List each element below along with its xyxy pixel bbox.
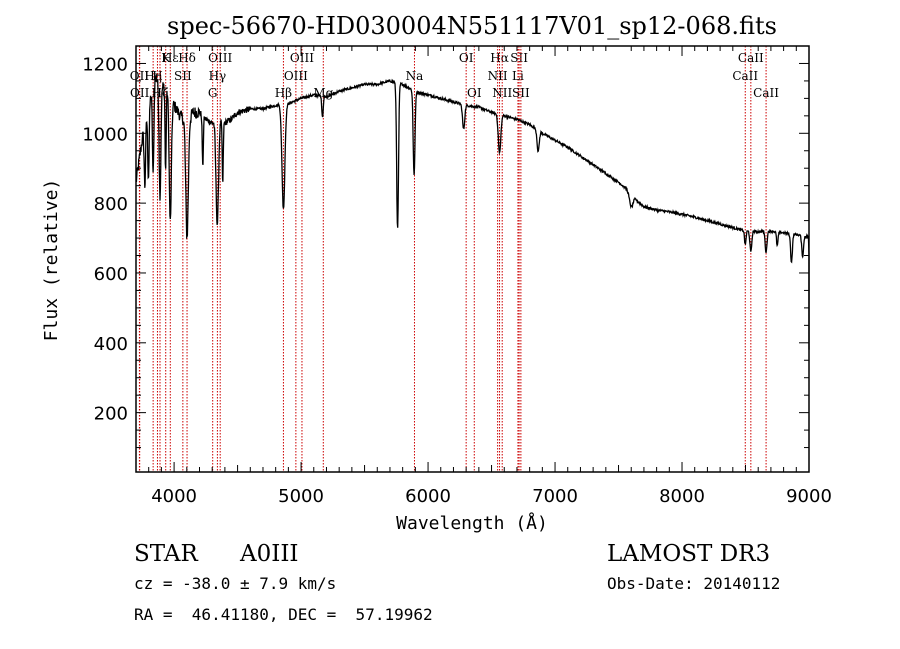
y-axis-label: Flux (relative) <box>41 179 62 342</box>
x-axis: 4000 5000 6000 7000 8000 9000 <box>135 46 832 507</box>
x-tick-label: 5000 <box>278 486 324 507</box>
plot-frame <box>135 45 810 473</box>
survey-name: LAMOST DR3 <box>607 541 770 567</box>
x-tick-label: 8000 <box>659 486 705 507</box>
x-tick-label: 6000 <box>405 486 451 507</box>
plot-area <box>135 75 810 350</box>
line-marker-label: OII <box>130 86 150 100</box>
line-marker-label: SII <box>174 69 192 83</box>
line-marker-label: NII <box>488 69 508 83</box>
line-marker-label: Hβ <box>275 86 292 100</box>
line-marker-label: CaII <box>753 86 779 100</box>
line-marker-label: NII <box>492 86 512 100</box>
line-marker-label: Mg <box>313 86 333 100</box>
object-type: STAR <box>134 541 198 567</box>
line-marker-label: Hδ <box>178 51 196 65</box>
x-tick-label: 9000 <box>786 486 832 507</box>
line-marker-label: SII <box>512 86 530 100</box>
line-marker-label: Li <box>512 69 524 83</box>
line-marker-label: CaII <box>738 51 764 65</box>
line-marker-label: OI <box>459 51 474 65</box>
line-marker-label: H <box>152 69 162 83</box>
spectrum-line <box>135 75 810 350</box>
line-marker-label: OIII <box>208 51 232 65</box>
obs-date: Obs-Date: 20140112 <box>607 574 780 593</box>
y-tick-label: 400 <box>94 334 128 355</box>
line-marker-label: Hγ <box>209 69 227 83</box>
coordinates: RA = 46.41180, DEC = 57.19962 <box>134 605 433 624</box>
x-tick-label: 7000 <box>532 486 578 507</box>
y-tick-label: 600 <box>94 264 128 285</box>
y-tick-label: 800 <box>94 194 128 215</box>
line-marker-label: OIII <box>290 51 314 65</box>
line-marker-label: OIII <box>284 69 308 83</box>
chart-title: spec-56670-HD030004N551117V01_sp12-068.f… <box>167 12 777 40</box>
redshift-info: cz = -38.0 ± 7.9 km/s <box>134 574 336 593</box>
line-marker-label: CaII <box>732 69 758 83</box>
subclass: A0III <box>239 541 299 567</box>
line-marker-label: K <box>161 51 171 65</box>
line-marker-label: G <box>208 86 218 100</box>
line-marker-label: Na <box>406 69 424 83</box>
line-marker-label: SII <box>510 51 528 65</box>
y-tick-label: 1200 <box>82 54 128 75</box>
y-tick-label: 200 <box>94 404 128 425</box>
y-tick-label: 1000 <box>82 124 128 145</box>
line-marker-label: OI <box>467 86 482 100</box>
line-marker-label: Hα <box>490 51 509 65</box>
x-tick-label: 4000 <box>151 486 197 507</box>
y-axis: 200 400 600 800 1000 1200 <box>82 54 809 449</box>
x-axis-label: Wavelength (Å) <box>396 512 548 534</box>
